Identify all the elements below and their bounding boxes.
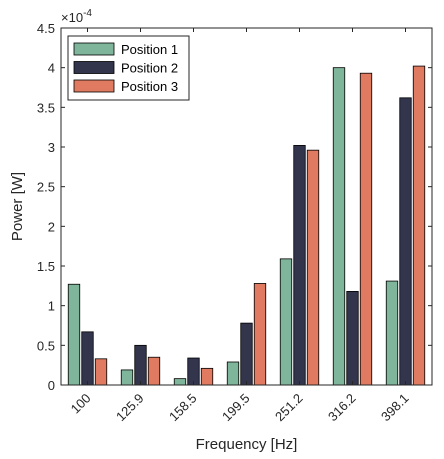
bar-position-1-316.2 — [332, 67, 346, 386]
legend: Position 1 Position 2 Position 3 — [67, 35, 190, 101]
y-tick-label: 1.5 — [37, 259, 55, 274]
legend-swatch — [73, 42, 115, 56]
legend-swatch — [73, 61, 115, 74]
y-axis-label: Power [W] — [9, 172, 26, 241]
bar-position-2-316.2 — [346, 290, 359, 386]
x-tick-label: 251.2 — [272, 391, 306, 425]
y-tick-label: 2 — [48, 219, 55, 234]
x-tick-label: 100 — [68, 391, 94, 417]
legend-entry-label: Position 2 — [121, 61, 178, 76]
legend-swatch — [73, 79, 115, 93]
y-tick-label: 1 — [48, 299, 55, 314]
y-multiplier-base: ×10 — [61, 10, 83, 25]
y-tick-label: 3.5 — [37, 100, 55, 115]
y-tick-label: 2.5 — [37, 180, 55, 195]
x-tick-label: 125.9 — [113, 391, 147, 425]
bar-position-3-125.9 — [147, 356, 161, 386]
y-axis-multiplier: ×10-4 — [61, 8, 92, 25]
bar-position-1-398.1 — [385, 280, 399, 386]
y-multiplier-exponent: -4 — [83, 8, 92, 19]
x-tick-label: 316.2 — [325, 391, 359, 425]
bar-position-3-199.5 — [253, 283, 267, 386]
x-tick-label: 199.5 — [219, 391, 253, 425]
bar-position-3-100 — [94, 358, 108, 386]
bar-position-3-158.5 — [200, 367, 214, 386]
bar-position-3-398.1 — [412, 65, 426, 386]
y-axis: 0 0.5 1 1.5 2 2.5 3 3.5 4 4.5 — [37, 21, 432, 393]
bar-position-1-251.2 — [279, 258, 293, 386]
bar-position-1-125.9 — [120, 369, 134, 386]
bar-position-1-100 — [67, 283, 81, 386]
bar-position-1-158.5 — [173, 378, 187, 386]
y-tick-label: 0.5 — [37, 338, 55, 353]
y-tick-label: 4.5 — [37, 21, 55, 36]
legend-entry-label: Position 1 — [121, 42, 178, 57]
bar-position-2-199.5 — [240, 322, 253, 386]
x-tick-label: 158.5 — [166, 391, 200, 425]
x-tick-label: 398.1 — [378, 391, 412, 425]
bar-position-3-316.2 — [359, 72, 373, 386]
bars-group — [67, 65, 426, 386]
bar-position-2-158.5 — [187, 357, 200, 386]
bar-position-2-251.2 — [293, 145, 306, 386]
bar-position-2-398.1 — [399, 97, 412, 386]
x-axis-label: Frequency [Hz] — [196, 436, 298, 453]
bar-position-3-251.2 — [306, 149, 320, 386]
bar-position-2-100 — [81, 331, 94, 386]
y-tick-label: 3 — [48, 140, 55, 155]
y-tick-label: 4 — [48, 61, 55, 76]
legend-entry-label: Position 3 — [121, 79, 178, 94]
bar-position-2-125.9 — [134, 344, 147, 386]
bar-position-1-199.5 — [226, 361, 240, 386]
y-tick-label: 0 — [48, 378, 55, 393]
